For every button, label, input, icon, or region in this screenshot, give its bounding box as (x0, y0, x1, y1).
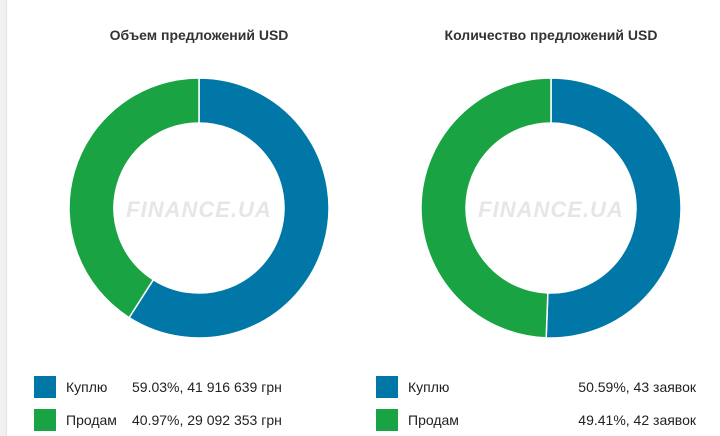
legend-value: 50.59%, 43 заявок (578, 379, 696, 395)
legend-label: Куплю (408, 379, 450, 395)
legend-item-sell: Продам 40.97%, 29 092 353 грн (34, 409, 354, 435)
legend-value: 59.03%, 41 916 639 грн (132, 379, 282, 395)
count-chart-panel: Количество предложений USD FINANCE.UA Ку… (376, 0, 716, 436)
legend-label: Продам (66, 412, 117, 428)
legend-swatch-buy (34, 376, 56, 398)
left-border-strip (0, 0, 7, 436)
count-donut-chart (420, 77, 682, 339)
chart-title: Количество предложений USD (444, 27, 658, 43)
volume-chart-panel: Объем предложений USD FINANCE.UA Куплю 5… (34, 0, 364, 436)
legend-swatch-buy (376, 376, 398, 398)
legend-value: 49.41%, 42 заявок (578, 412, 696, 428)
legend-swatch-sell (34, 409, 56, 431)
legend-label: Куплю (66, 379, 108, 395)
donut-slice-sell[interactable] (68, 77, 200, 319)
donut-slice-buy[interactable] (545, 77, 682, 339)
volume-donut-chart (68, 77, 330, 339)
donut-slice-buy[interactable] (128, 77, 330, 339)
legend-item-buy: Куплю 50.59%, 43 заявок (376, 376, 696, 402)
legend-swatch-sell (376, 409, 398, 431)
legend-item-sell: Продам 49.41%, 42 заявок (376, 409, 696, 435)
legend-item-buy: Куплю 59.03%, 41 916 639 грн (34, 376, 354, 402)
legend-value: 40.97%, 29 092 353 грн (132, 412, 282, 428)
legend-label: Продам (408, 412, 459, 428)
donut-slice-sell[interactable] (420, 77, 552, 339)
chart-title: Объем предложений USD (109, 27, 289, 43)
